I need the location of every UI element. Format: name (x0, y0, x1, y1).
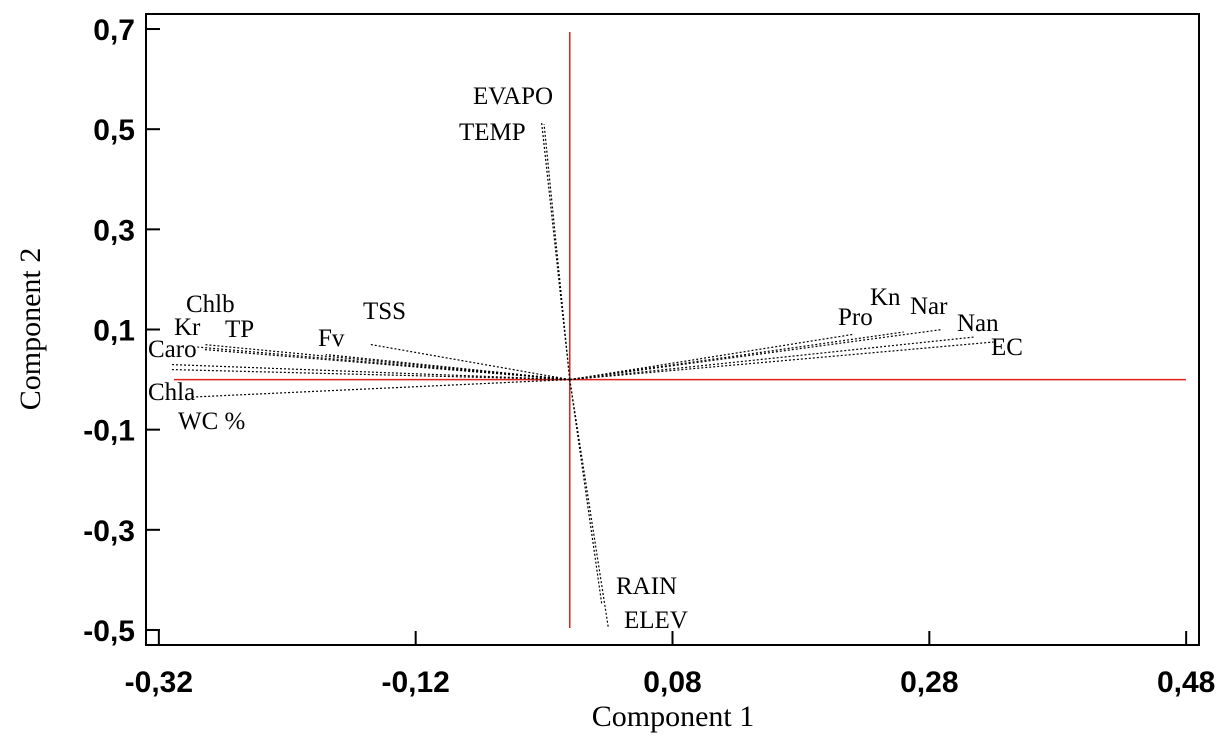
y-tick-label-0: -0,5 (83, 615, 135, 648)
label-tss: TSS (363, 298, 406, 325)
plot-frame (145, 13, 1200, 646)
x-tick-label-4: 0,48 (1157, 666, 1215, 699)
vector-pro (569, 333, 853, 381)
label-kr: Kr (174, 314, 201, 341)
vector-tss (370, 343, 570, 381)
vector-elev (569, 379, 609, 628)
x-tick-label-2: 0,08 (643, 666, 701, 699)
vector-chla (190, 378, 570, 398)
y-axis-title: Component 2 (14, 248, 47, 411)
x-tick-label-1: -0,12 (381, 666, 449, 699)
vector-caro (171, 363, 570, 381)
x-tick-label-0: -0,32 (125, 666, 193, 699)
label-tp: TP (225, 316, 254, 343)
y-tick-label-6: 0,7 (93, 14, 135, 47)
label-nan: Nan (957, 310, 999, 337)
label-wc: WC % (178, 408, 245, 435)
y-tick-label-2: -0,1 (83, 415, 135, 448)
label-kn: Kn (870, 284, 901, 311)
vector-rain (569, 379, 603, 606)
vector-tp (203, 348, 570, 381)
label-pro: Pro (838, 304, 873, 331)
y-tick-label-1: -0,3 (83, 515, 135, 548)
vector-temp (543, 124, 571, 380)
loading-vectors (171, 121, 994, 628)
label-chla: Chla (148, 379, 195, 406)
label-temp: TEMP (459, 119, 526, 146)
vector-evapo (540, 121, 571, 380)
label-elev: ELEV (624, 607, 688, 634)
label-rain: RAIN (616, 573, 677, 600)
x-tick-labels: -0,32 -0,12 0,08 0,28 0,48 (125, 666, 1216, 699)
vector-nan (569, 336, 975, 381)
x-tick-label-3: 0,28 (900, 666, 958, 699)
vector-chlb (203, 343, 570, 381)
tick-marks (146, 28, 1188, 645)
vector-kn (569, 331, 904, 381)
y-tick-labels: -0,5 -0,3 -0,1 0,1 0,3 0,5 0,7 (83, 14, 135, 648)
label-ec: EC (991, 334, 1023, 361)
label-caro: Caro (148, 336, 197, 363)
x-axis-title: Component 1 (592, 700, 755, 733)
y-tick-label-5: 0,5 (93, 114, 135, 147)
label-nar: Nar (910, 293, 948, 320)
y-tick-label-3: 0,1 (93, 315, 135, 348)
label-fv: Fv (318, 325, 345, 352)
label-evapo: EVAPO (473, 83, 553, 110)
reference-lines (174, 32, 1186, 628)
vector-ec (569, 341, 994, 381)
y-tick-label-4: 0,3 (93, 214, 135, 247)
label-chlb: Chlb (186, 291, 235, 318)
vector-wc (171, 368, 570, 381)
vector-nar (569, 328, 943, 381)
